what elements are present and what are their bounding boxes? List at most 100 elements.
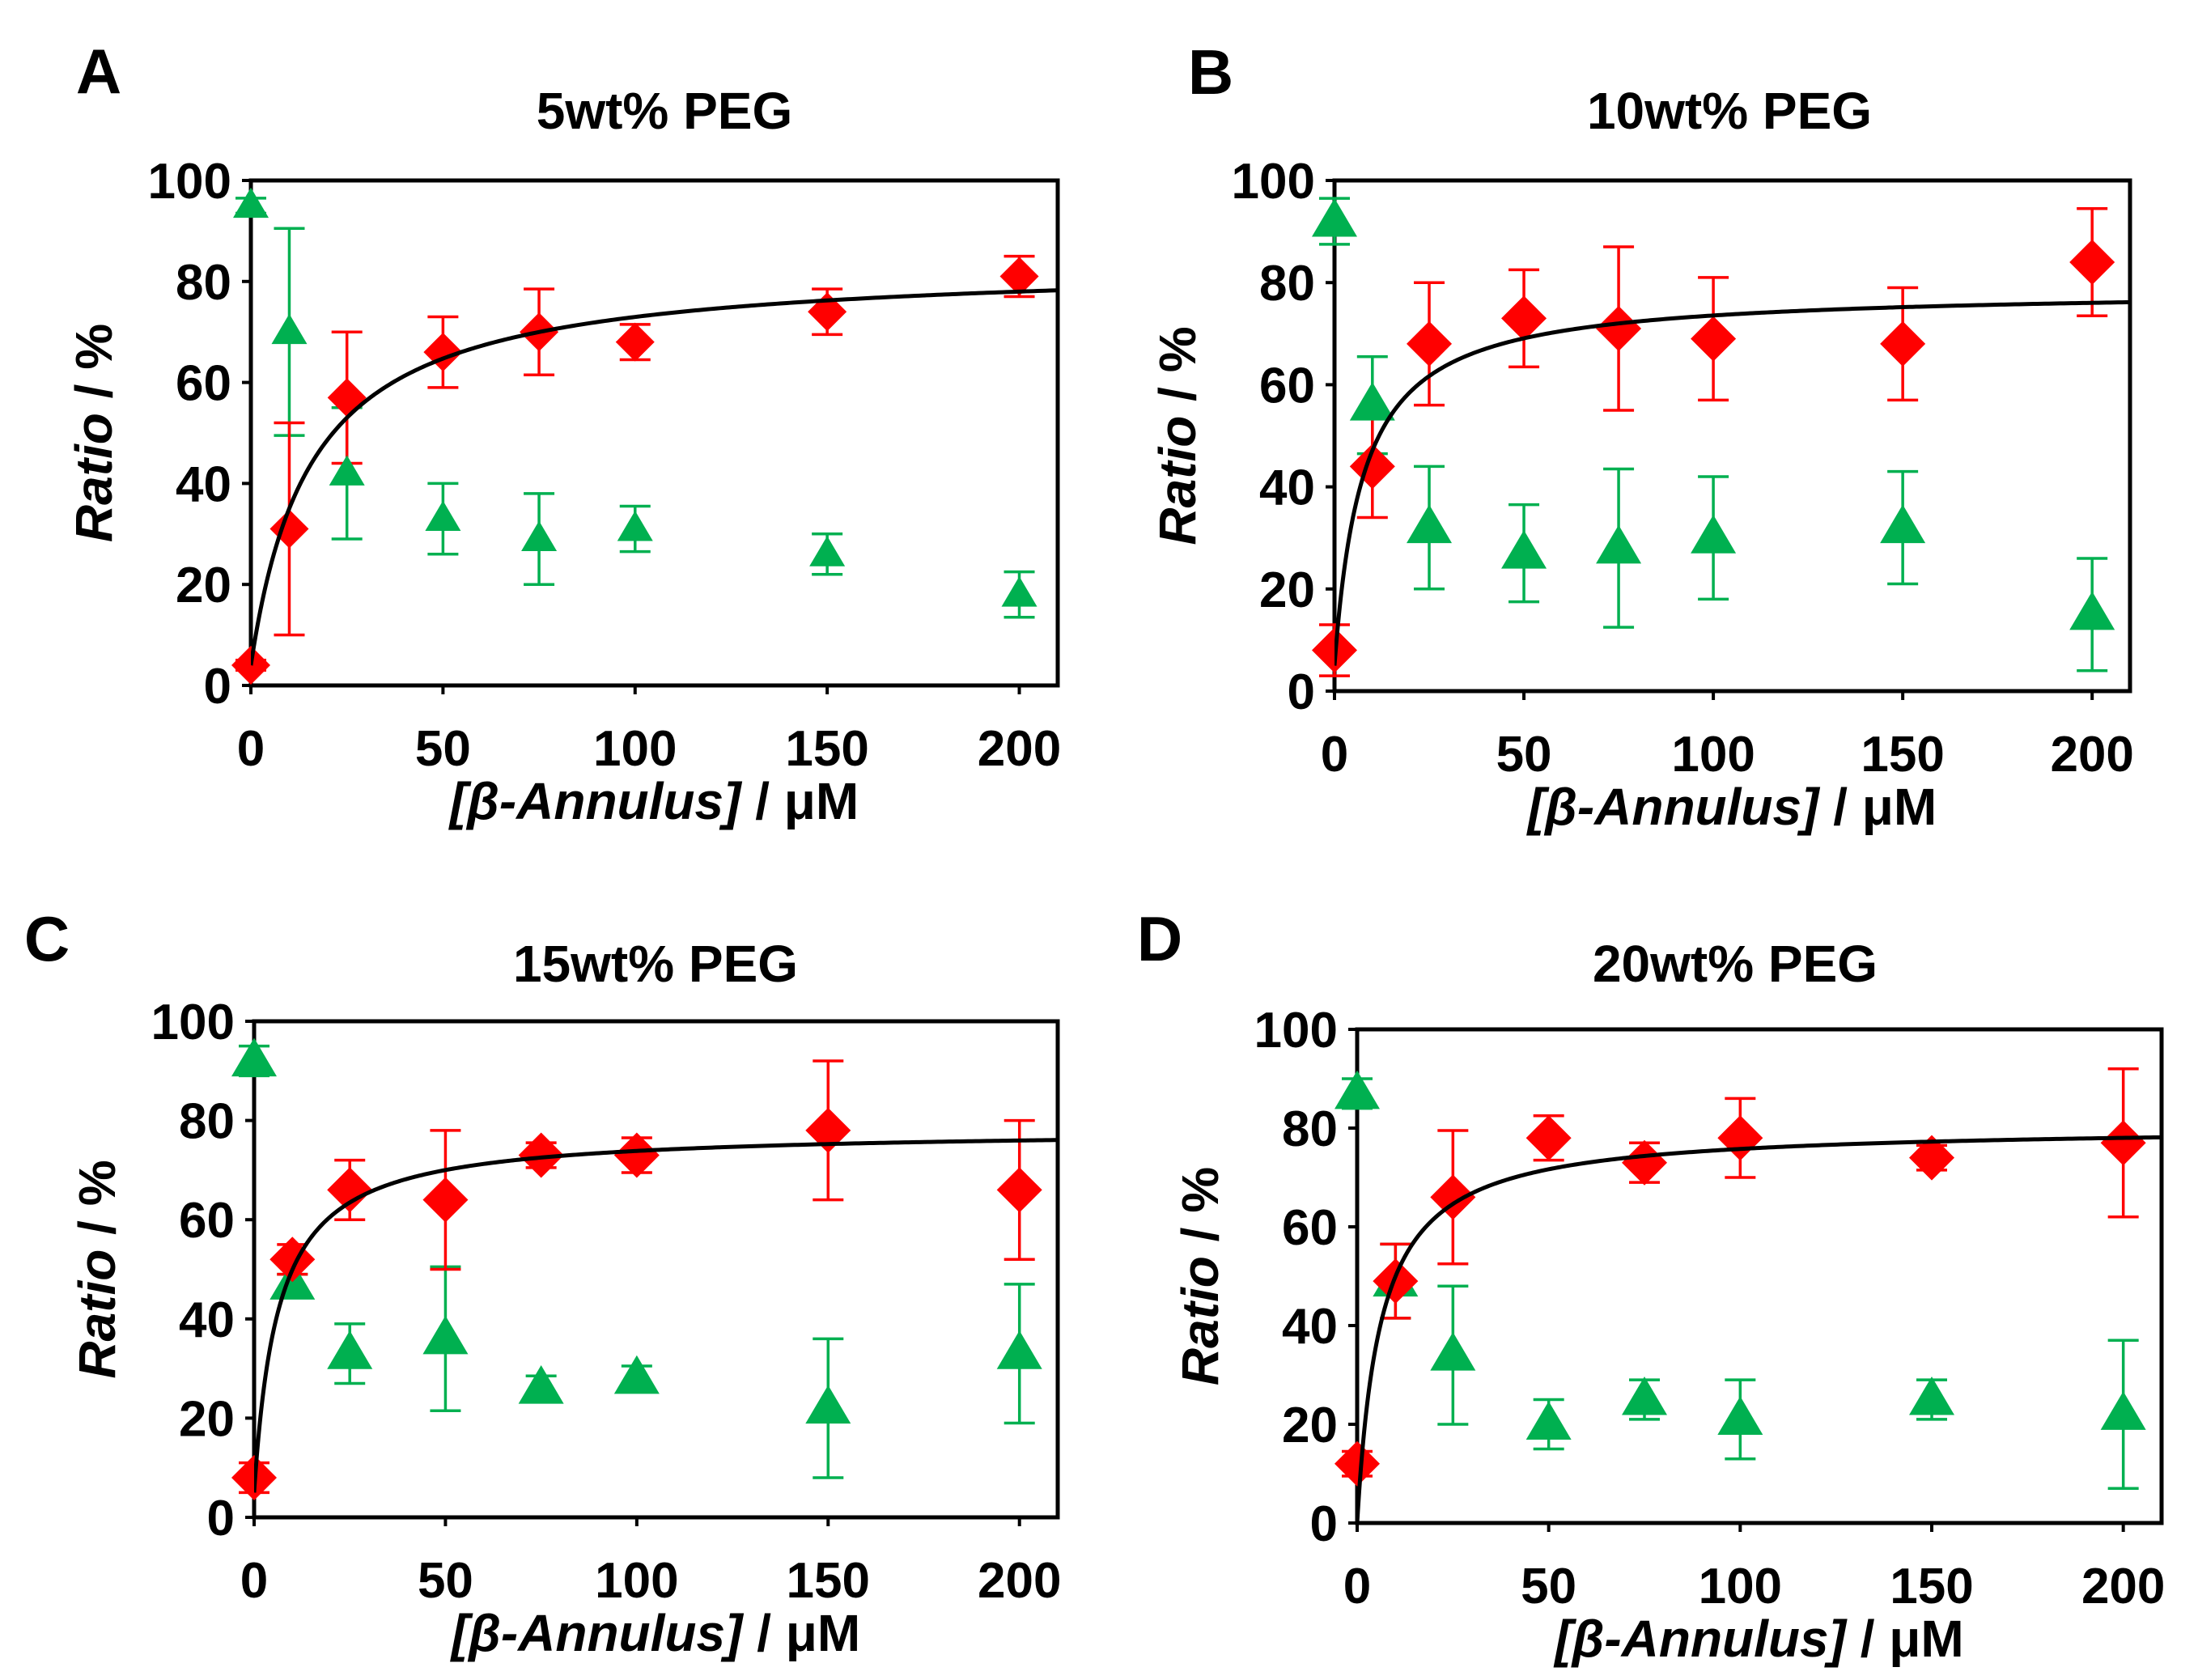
panel-c-xtick-label: 0 xyxy=(240,1553,268,1609)
panel-b-x-axis-label: [β-Annulus] / μM xyxy=(1526,778,1937,836)
panel-d-plot-frame xyxy=(1355,1027,2164,1525)
panel-b-ytick-label: 20 xyxy=(1259,562,1315,618)
panel-c-red-diamond xyxy=(996,1167,1042,1213)
panel-c-plot-frame xyxy=(252,1019,1060,1520)
panel-a-xtick-label: 200 xyxy=(978,721,1061,777)
panel-b-ytick-label: 100 xyxy=(1232,154,1315,210)
panel-a-green-triangle xyxy=(271,313,308,345)
panel-d-green-triangle xyxy=(1909,1376,1954,1415)
panel-a-green-triangle xyxy=(617,511,653,541)
panel-d-red-diamond xyxy=(1430,1174,1476,1220)
panel-d-green-triangle xyxy=(1622,1376,1667,1415)
panel-d-ytick-label: 40 xyxy=(1282,1299,1338,1355)
panel-b-green-triangle xyxy=(1407,504,1453,544)
panel-b-y-axis-label: Ratio / % xyxy=(1148,326,1207,545)
panel-d-green-triangle xyxy=(1334,1070,1380,1109)
panel-b-red-diamond xyxy=(1501,295,1547,342)
panel-d-letter: D xyxy=(1137,903,1182,974)
panel-c-red-diamond xyxy=(613,1132,660,1178)
panel-b-letter: B xyxy=(1188,36,1233,108)
panel-a-ytick-label: 20 xyxy=(176,558,231,613)
panel-d-xtick-label: 100 xyxy=(1699,1559,1782,1614)
panel-d-green-triangle xyxy=(1717,1396,1763,1435)
panel-b-green-triangle xyxy=(1312,197,1357,237)
panel-b-y-axis-label-variable: Ratio xyxy=(1148,416,1207,545)
panel-c-y-axis-label: Ratio / % xyxy=(68,1160,126,1378)
panel-d-fit-curve xyxy=(1357,1135,2162,1523)
panel-d-ytick-label: 100 xyxy=(1254,1003,1338,1058)
panel-b-green-triangle xyxy=(1880,504,1926,544)
panel-d-y-axis-label-unit: / % xyxy=(1171,1167,1229,1256)
panel-d-xtick-label: 50 xyxy=(1521,1559,1576,1614)
panel-c-green-triangle xyxy=(613,1355,660,1394)
panel-d-green-triangle xyxy=(2100,1391,2146,1430)
panel-c-title: 15wt% PEG xyxy=(513,935,798,993)
panel-d-red-diamond xyxy=(1909,1135,1954,1181)
panel-b-red-diamond xyxy=(1691,316,1737,362)
panel-c-fit-curve xyxy=(254,1138,1058,1495)
panel-c-ytick-label: 100 xyxy=(151,995,235,1050)
panel-b-ytick-label: 80 xyxy=(1259,256,1315,312)
panel-a-x-axis-label: [β-Annulus] / μM xyxy=(448,772,859,830)
panel-a-red-diamond xyxy=(615,322,655,362)
panel-b-red-diamond xyxy=(2069,239,2115,285)
panel-d-ytick-label: 20 xyxy=(1282,1398,1338,1453)
panel-a-x-axis-label-unit: / μM xyxy=(740,772,859,830)
panel-b-xtick-label: 200 xyxy=(2050,727,2133,783)
panel-d-y-axis-label-variable: Ratio xyxy=(1171,1256,1229,1385)
panel-c-red-diamond xyxy=(518,1132,564,1178)
panel-c-ytick-label: 40 xyxy=(179,1292,235,1348)
panel-b-x-axis-label-unit: / μM xyxy=(1818,778,1937,836)
panel-d-x-axis-label-variable: [β-Annulus] xyxy=(1553,1610,1848,1668)
panel-a-red-diamond xyxy=(999,257,1039,296)
panel-a-green-triangle xyxy=(329,455,365,486)
panel-a: A 5wt% PEG 0 20 40 60 80 100 0 50 100 150 200 [β-Annu… xyxy=(65,36,1061,830)
panel-a-xtick-label: 100 xyxy=(593,721,677,777)
panel-c-red-diamond xyxy=(422,1177,469,1223)
panel-b: B 10wt% PEG 0 20 40 60 80 100 0 50 100 150 200 [β-Ann… xyxy=(1148,36,2134,836)
panel-b-y-axis-label-unit: / % xyxy=(1148,326,1207,415)
panel-d-green-triangle xyxy=(1430,1332,1476,1371)
panel-c-green-triangle xyxy=(805,1385,851,1424)
panel-b-xtick-label: 50 xyxy=(1496,727,1552,783)
panel-b-green-triangle xyxy=(1596,524,1642,564)
panel-b-green-triangle xyxy=(1691,515,1737,554)
panel-a-ytick-label: 40 xyxy=(176,456,231,512)
panel-b-fit-curve xyxy=(1334,299,2130,668)
panel-c-letter: C xyxy=(24,903,70,974)
panel-c-green-triangle xyxy=(518,1365,564,1404)
panel-c-x-axis-label-variable: [β-Annulus] xyxy=(450,1604,745,1662)
panel-b-green-triangle xyxy=(1501,530,1547,569)
panel-c-ytick-label: 20 xyxy=(179,1391,235,1447)
panel-c-green-triangle xyxy=(996,1330,1042,1369)
panel-d-green-triangle xyxy=(1525,1401,1572,1440)
panel-c-xtick-label: 50 xyxy=(418,1553,473,1609)
panel-c-green-triangle xyxy=(231,1037,277,1077)
panel-b-green-triangle xyxy=(1349,382,1395,421)
panel-a-fit-curve xyxy=(251,288,1058,668)
panel-d-ytick-label: 60 xyxy=(1282,1200,1338,1256)
panel-a-ytick-label: 80 xyxy=(176,255,231,311)
panel-b-plot-frame xyxy=(1332,178,2132,694)
panel-a-title: 5wt% PEG xyxy=(537,82,793,140)
panel-a-xtick-label: 50 xyxy=(415,721,471,777)
panel-b-x-axis-label-variable: [β-Annulus] xyxy=(1526,778,1821,836)
panel-d-xtick-label: 0 xyxy=(1343,1559,1371,1614)
panel-c-green-triangle xyxy=(327,1330,373,1369)
panel-d-xtick-label: 200 xyxy=(2081,1559,2165,1614)
panel-c-ytick-label: 80 xyxy=(179,1094,235,1150)
panel-d-y-axis-label: Ratio / % xyxy=(1171,1167,1229,1385)
panel-c-y-axis-label-unit: / % xyxy=(68,1160,126,1249)
panel-c: C 15wt% PEG 0 20 40 60 80 100 0 50 100 150 200 [β-Ann… xyxy=(24,903,1062,1662)
panel-c-y-axis-label-variable: Ratio xyxy=(68,1249,126,1379)
panel-d-xtick-label: 150 xyxy=(1890,1559,1973,1614)
panel-c-x-axis-label: [β-Annulus] / μM xyxy=(450,1604,860,1662)
panel-a-green-triangle xyxy=(809,536,846,566)
panel-a-green-triangle xyxy=(233,187,269,218)
panel-b-xtick-label: 0 xyxy=(1321,727,1348,783)
panel-b-green-triangle xyxy=(2069,591,2115,630)
panel-c-ytick-label: 60 xyxy=(179,1193,235,1249)
panel-d-red-diamond xyxy=(2100,1120,2146,1166)
